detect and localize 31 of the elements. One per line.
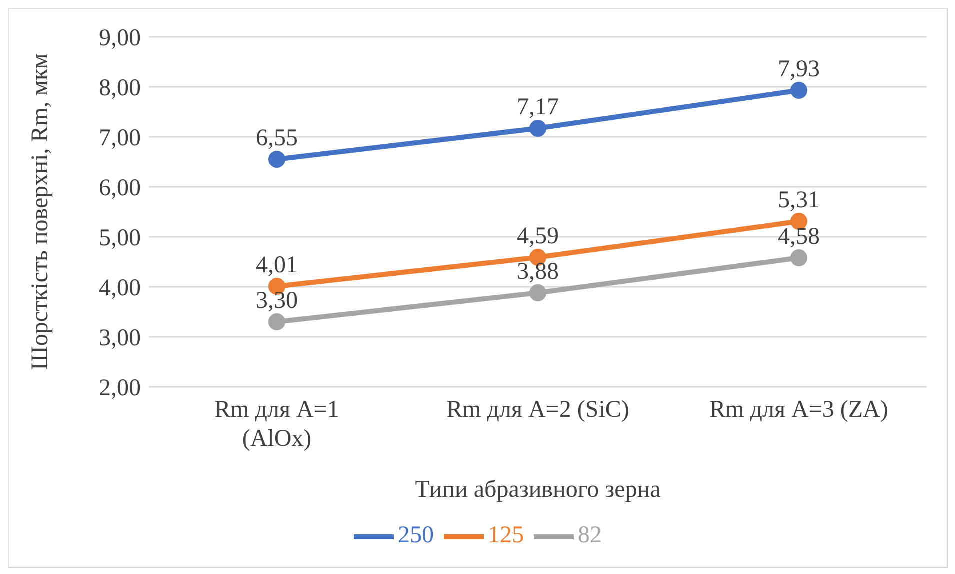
y-tick-label: 8,00: [99, 76, 141, 102]
y-tick-label: 5,00: [99, 226, 141, 252]
y-tick-label: 4,00: [99, 276, 141, 302]
y-tick-label: 7,00: [99, 126, 141, 152]
y-axis-title: Шорсткість поверхні, Rm, мкм: [28, 54, 54, 370]
y-tick-label: 6,00: [99, 176, 141, 202]
point: [268, 151, 286, 168]
y-tick-label: 9,00: [99, 26, 141, 52]
point: [268, 314, 286, 330]
y-tick-label: 2,00: [99, 376, 141, 402]
y-tick-label: 3,00: [99, 326, 141, 352]
data-label: 3,30: [256, 288, 298, 314]
point: [530, 120, 546, 137]
point: [790, 82, 808, 99]
x-axis-title: Типи абразивного зерна: [415, 477, 662, 503]
data-label: 4,58: [778, 224, 820, 250]
x-tick-label: Rm для A=2 (SiC): [446, 397, 630, 423]
x-tick-label: Rm для A=3 (ZA): [710, 397, 888, 423]
data-label: 4,59: [517, 224, 559, 250]
legend-label: 125: [488, 522, 524, 549]
legend-label: 82: [578, 522, 602, 549]
x-tick-label: Rm для A=1 (AlOx): [214, 397, 340, 452]
data-label: 6,55: [256, 126, 298, 152]
legend-label: 250: [398, 522, 434, 549]
data-label: 5,31: [778, 188, 820, 214]
data-label: 3,88: [517, 259, 559, 285]
data-label: 4,01: [256, 252, 298, 278]
data-label: 7,93: [778, 56, 820, 82]
point: [530, 284, 546, 302]
point: [790, 250, 808, 266]
data-label: 7,17: [517, 94, 559, 120]
